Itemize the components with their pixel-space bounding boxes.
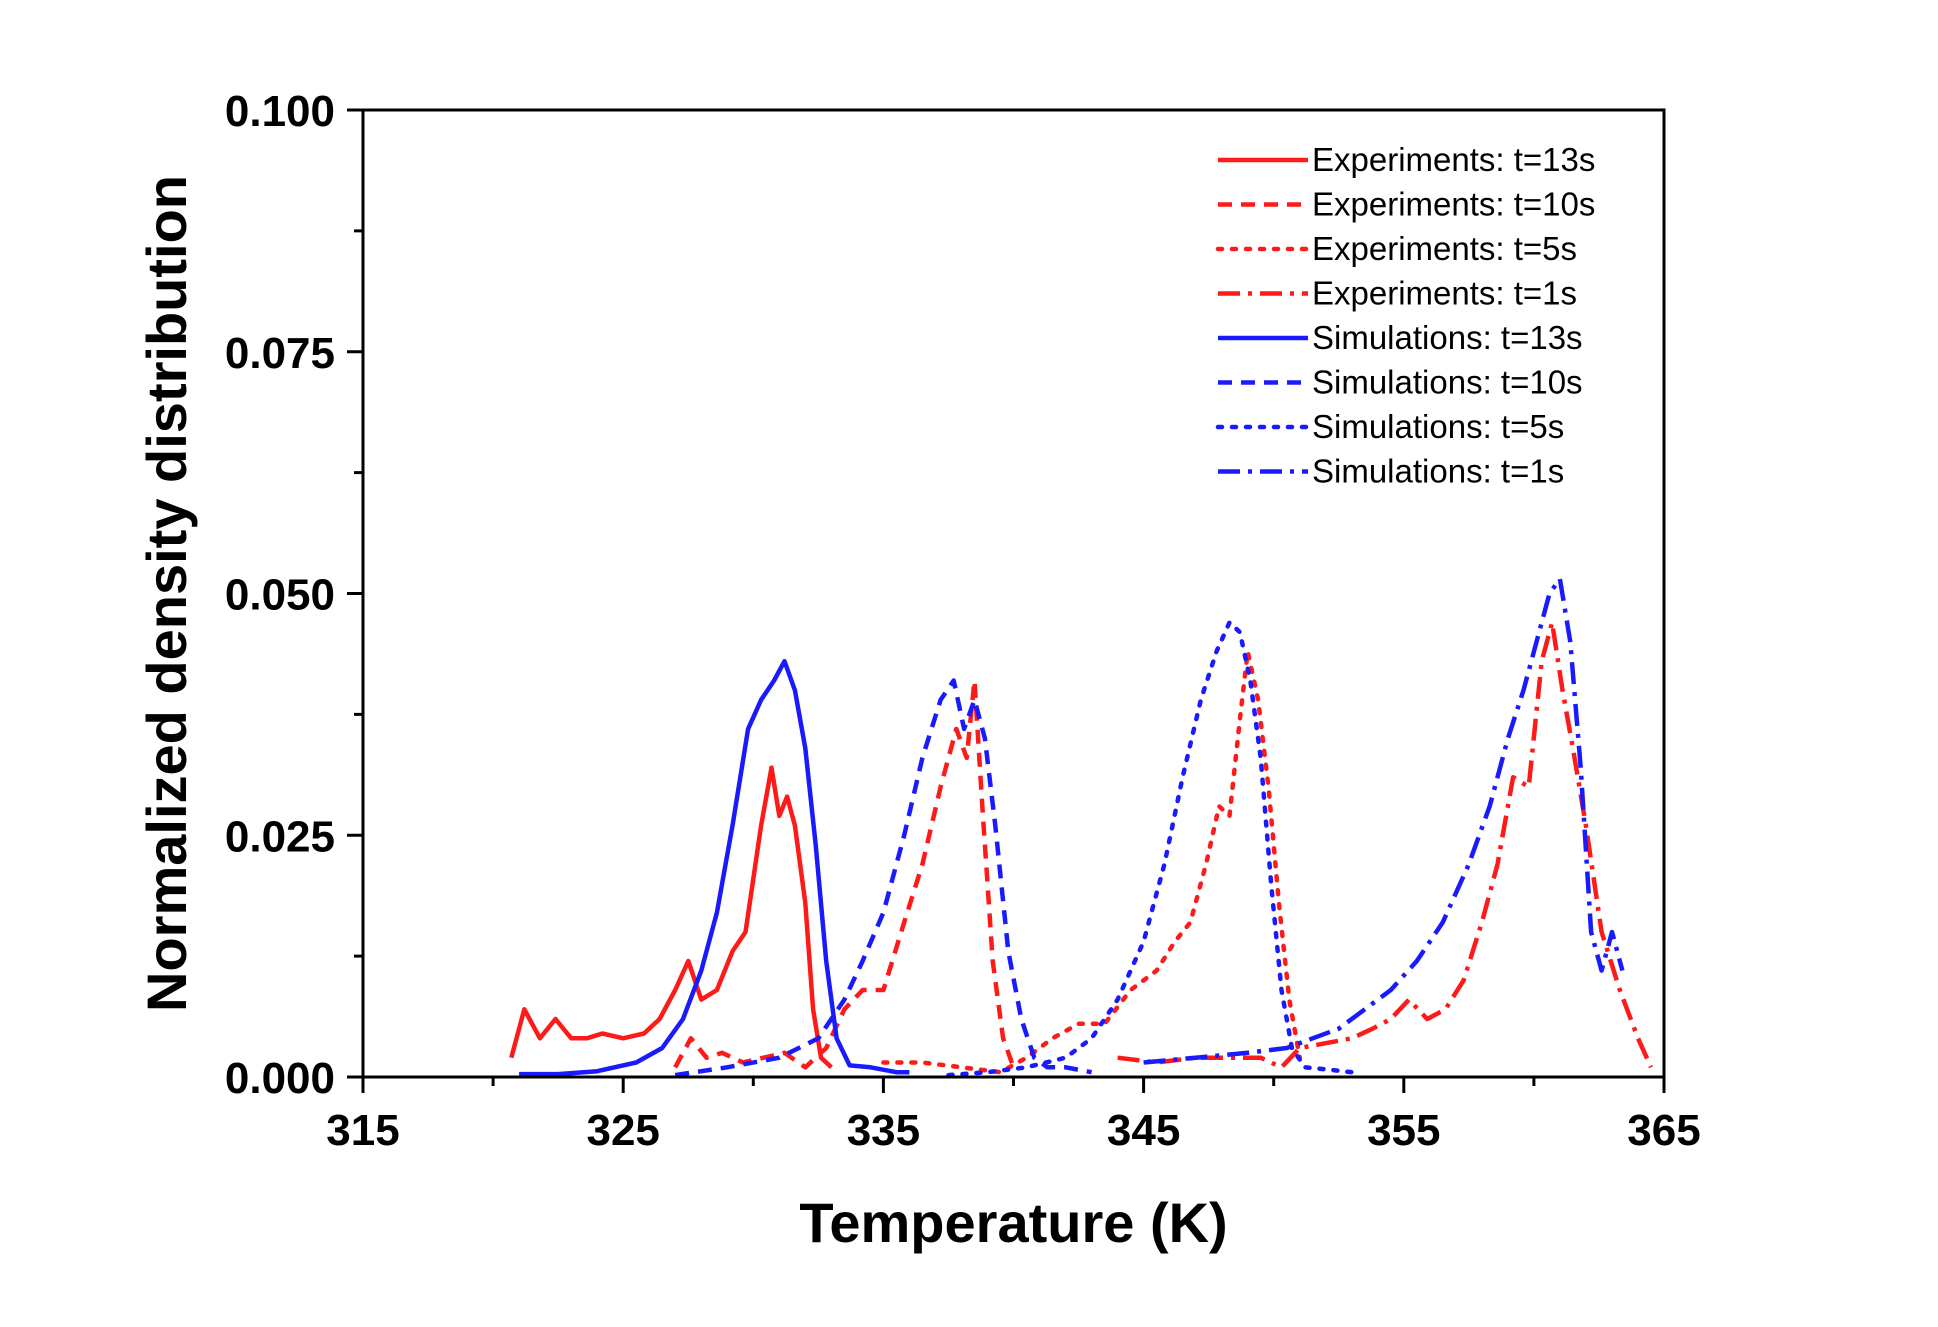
legend-label-2: Experiments: t=5s <box>1312 230 1577 267</box>
y-tick-label: 0.075 <box>225 329 335 378</box>
series-line-6 <box>946 620 1355 1078</box>
legend-label-5: Simulations: t=10s <box>1312 364 1583 401</box>
series-layer <box>509 576 1654 1078</box>
y-tick-label: 0.025 <box>225 812 335 861</box>
x-tick-label: 345 <box>1107 1106 1180 1155</box>
legend-label-0: Experiments: t=13s <box>1312 141 1595 178</box>
x-axis-title: Temperature (K) <box>799 1191 1227 1254</box>
y-tick-label: 0.050 <box>225 571 335 620</box>
y-tick-label: 0.100 <box>225 87 335 136</box>
legend-label-6: Simulations: t=5s <box>1312 408 1564 445</box>
x-tick-label: 325 <box>586 1106 659 1155</box>
x-tick-label: 365 <box>1627 1106 1700 1155</box>
y-tick-label: 0.000 <box>225 1054 335 1103</box>
series-line-1 <box>673 678 1016 1070</box>
legend: Experiments: t=13s Experiments: t=10s Expe… <box>1215 141 1595 490</box>
series-line-7 <box>1143 576 1625 1065</box>
x-tick-label: 355 <box>1367 1106 1440 1155</box>
legend-label-4: Simulations: t=13s <box>1312 319 1583 356</box>
legend-label-3: Experiments: t=1s <box>1312 275 1577 312</box>
x-tick-label: 335 <box>847 1106 920 1155</box>
legend-label-1: Experiments: t=10s <box>1312 186 1595 223</box>
series-line-5 <box>674 678 1093 1078</box>
series-line-0 <box>509 765 833 1069</box>
ticks-layer: 315 325 335 345 355 365 0.000 0.025 0.050 0.075 0.… <box>225 87 1701 1155</box>
legend-label-7: Simulations: t=1s <box>1312 453 1564 490</box>
y-axis-title: Normalized density distribution <box>135 175 198 1012</box>
series-line-3 <box>1117 620 1654 1070</box>
series-line-4 <box>519 658 910 1077</box>
x-tick-label: 315 <box>326 1106 399 1155</box>
